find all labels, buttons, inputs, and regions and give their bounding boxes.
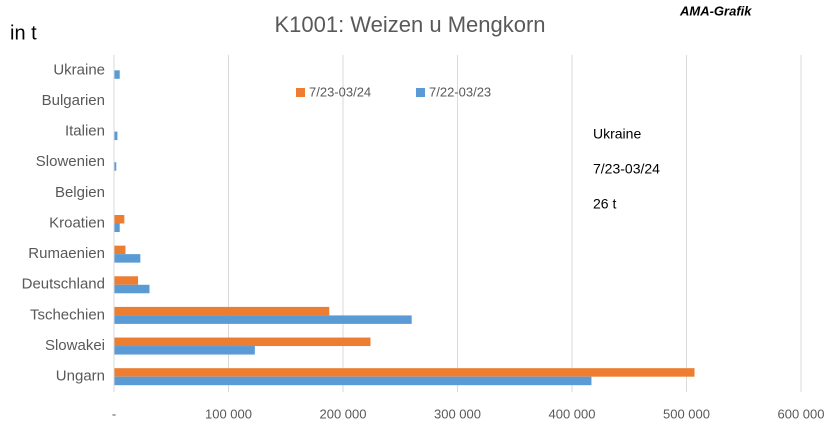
bar [114, 368, 695, 377]
bar [114, 276, 139, 285]
bar [114, 245, 126, 255]
bar [114, 315, 412, 324]
legend-swatch [416, 88, 425, 97]
bar [114, 70, 120, 79]
bar [114, 131, 118, 141]
bar [114, 254, 141, 263]
bar [114, 346, 255, 355]
x-tick-label: 300 000 [434, 406, 481, 421]
y-tick-label: Ungarn [56, 368, 105, 385]
y-tick-label: Ukraine [53, 61, 105, 78]
x-tick-label: 200 000 [320, 406, 367, 421]
bar [114, 215, 125, 224]
annotation: Ukraine [593, 126, 641, 142]
unit-label: in t [10, 22, 37, 44]
x-tick-label: 400 000 [549, 406, 596, 421]
y-tick-label: Tschechien [30, 306, 105, 323]
annotation: 7/23-03/24 [593, 161, 660, 177]
legend-label: 7/22-03/23 [429, 84, 491, 99]
bar [114, 306, 330, 316]
y-tick-label: Deutschland [22, 276, 105, 293]
bar [114, 223, 120, 232]
y-tick-label: Slowakei [45, 337, 105, 354]
bar [114, 284, 150, 294]
chart-title: K1001: Weizen u Mengkorn [274, 12, 545, 37]
y-tick-label: Belgien [55, 184, 105, 201]
x-tick-label: 100 000 [205, 406, 252, 421]
bar [114, 337, 371, 347]
source: AMA-Grafik [679, 3, 752, 18]
x-tick-label: - [112, 406, 116, 421]
x-tick-label: 600 000 [778, 406, 825, 421]
y-tick-label: Kroatien [49, 214, 105, 231]
annotation: 26 t [593, 196, 616, 212]
bar [114, 162, 117, 171]
legend-swatch [296, 88, 305, 97]
y-tick-label: Slowenien [36, 153, 105, 170]
y-tick-label: Bulgarien [42, 92, 105, 109]
y-tick-label: Rumaenien [28, 245, 105, 262]
x-tick-label: 500 000 [663, 406, 710, 421]
legend-label: 7/23-03/24 [309, 84, 371, 99]
bar [114, 376, 592, 386]
y-tick-label: Italien [65, 123, 105, 140]
